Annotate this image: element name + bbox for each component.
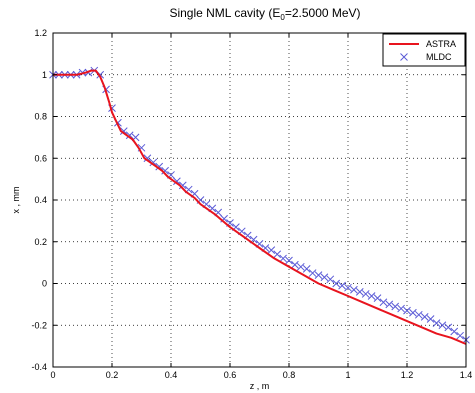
x-tick-label: 1	[345, 370, 350, 380]
data-point	[361, 290, 370, 298]
data-point	[161, 166, 169, 175]
x-tick-label: 1.2	[401, 370, 414, 380]
data-point	[285, 256, 293, 265]
data-point	[338, 281, 346, 290]
data-point	[296, 262, 305, 271]
data-point	[320, 273, 329, 282]
data-point	[391, 302, 400, 311]
data-point	[367, 292, 376, 300]
data-point	[314, 271, 323, 280]
data-point	[409, 308, 417, 317]
data-point	[332, 279, 341, 288]
data-point	[125, 131, 134, 140]
x-tick-label: 1.4	[460, 370, 473, 380]
data-point	[326, 275, 335, 284]
y-tick-label: 0.8	[34, 112, 47, 122]
axis-ticks: 0 0.2 0.4 0.6 0.8 1 1.2 1.4 -0.4 -0.2 0 0.2 0.4 0.6 0.…	[31, 28, 472, 380]
data-point	[456, 331, 464, 340]
y-tick-label: 0.4	[34, 195, 47, 205]
x-axis-label: z , m	[250, 381, 270, 391]
x-tick-label: 0.4	[165, 370, 178, 380]
data-point	[426, 315, 435, 323]
y-axis-label: x , mm	[11, 187, 21, 214]
y-tick-label: 1.2	[34, 28, 47, 38]
data-point	[355, 287, 364, 296]
data-point	[267, 246, 276, 254]
chart-title: Single NML cavity (E0=2.5000 MeV)	[169, 6, 360, 22]
y-tick-label: -0.4	[31, 362, 47, 372]
grid	[53, 33, 466, 367]
data-point	[308, 269, 317, 277]
y-tick-label: 0.6	[34, 153, 47, 163]
legend-label: ASTRA	[426, 39, 456, 49]
data-point	[149, 158, 158, 167]
data-point	[350, 285, 358, 294]
data-point	[414, 310, 423, 319]
legend: ASTRA MLDC	[382, 33, 466, 67]
data-point	[385, 300, 394, 309]
data-point	[432, 319, 441, 328]
legend-marker-swatch	[400, 53, 408, 61]
y-tick-label: 0.2	[34, 237, 47, 247]
x-tick-label: 0.8	[283, 370, 296, 380]
data-point	[155, 162, 164, 171]
y-tick-label: 0	[42, 279, 47, 289]
x-tick-label: 0.2	[106, 370, 119, 380]
data-point	[444, 323, 453, 332]
legend-label: MLDC	[426, 52, 452, 62]
data-point	[403, 306, 411, 315]
y-tick-label: 1	[42, 70, 47, 80]
data-point	[420, 313, 429, 321]
data-point	[344, 283, 352, 292]
series-astra-line	[53, 69, 467, 345]
y-tick-label: -0.2	[31, 320, 47, 330]
chart-title-subscript: 0	[280, 13, 285, 22]
legend-box	[382, 33, 466, 67]
data-point	[291, 260, 299, 269]
data-point	[379, 298, 388, 307]
data-point	[438, 321, 447, 330]
data-point	[302, 265, 311, 273]
x-tick-label: 0	[50, 370, 55, 380]
chart-title-suffix: =2.5000 MeV)	[285, 6, 361, 20]
data-point	[273, 250, 282, 259]
data-point	[173, 177, 181, 186]
data-point	[279, 254, 287, 263]
data-point	[450, 327, 459, 336]
data-point	[397, 304, 405, 313]
x-tick-label: 0.6	[224, 370, 237, 380]
data-point	[178, 181, 187, 190]
data-point	[373, 294, 382, 302]
data-point	[143, 154, 152, 163]
data-point	[119, 127, 128, 135]
chart-title-prefix: Single NML cavity (E	[169, 6, 280, 20]
